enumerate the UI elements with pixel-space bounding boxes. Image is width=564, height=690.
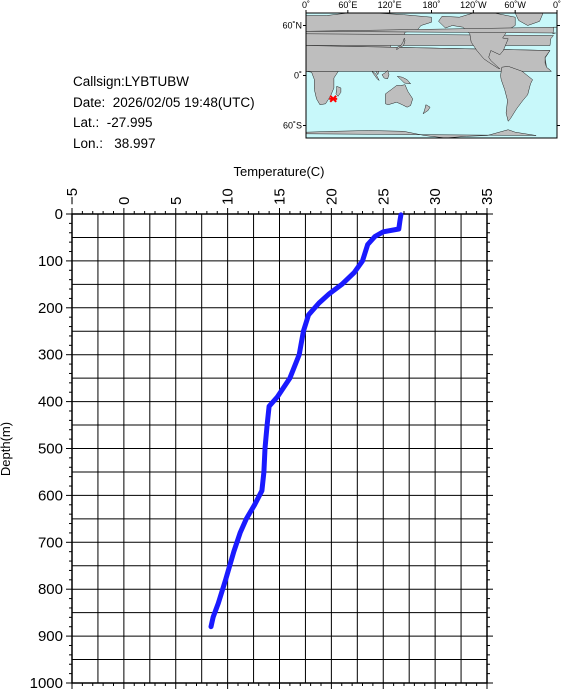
lat-text: Lat.: -27.995 [73, 115, 153, 130]
x-axis-label: Temperature(C) [233, 164, 324, 179]
landmass-australia [385, 84, 413, 108]
station-marker [329, 95, 338, 103]
y-tick-label: 100 [38, 253, 63, 270]
map-lon-label: 120˚E [378, 0, 402, 10]
map-lon-label: 0˚ [302, 0, 310, 10]
map-lon-label: 60˚E [338, 0, 357, 10]
y-tick-label: 800 [38, 581, 63, 598]
chart-series [208, 212, 404, 630]
map-lon-label: 0˚ [553, 0, 561, 10]
y-tick-label: 500 [38, 441, 63, 458]
landmass-uk [305, 26, 557, 35]
x-tick-label: 5 [168, 197, 185, 205]
x-tick-label: 20 [323, 188, 340, 205]
landmass-madagascar [335, 85, 342, 97]
map-lon-label: 120˚W [460, 0, 487, 10]
map-lon-label: 60˚W [504, 0, 526, 10]
x-tick-label: 30 [427, 188, 444, 205]
y-axis-label: Depth(m) [0, 422, 13, 476]
x-tick-label: 0 [116, 197, 133, 205]
y-tick-label: 200 [38, 300, 63, 317]
y-tick-label: 900 [38, 628, 63, 645]
y-tick-label: 0 [55, 206, 63, 223]
landmass-japan [396, 37, 406, 51]
landmass-new-zealand [422, 104, 431, 115]
world-map: 0˚ 60˚E 120˚E 180˚ 120˚W 60˚W 0˚ 60˚N 0˚ 60˚S [282, 0, 561, 139]
y-tick-label: 1000 [30, 675, 63, 690]
y-tick-label: 700 [38, 534, 63, 551]
y-tick-label: 600 [38, 487, 63, 504]
y-tick-label: 400 [38, 394, 63, 411]
temperature-profile-line [208, 212, 404, 630]
landmass-new-guinea [396, 75, 412, 85]
x-tick-label: 10 [220, 188, 237, 205]
chart-tick-labels: −5 0 5 10 15 20 25 30 35010020030040050060070080… [30, 188, 496, 690]
map-lat-label: 0˚ [294, 71, 302, 81]
chart-ticks [66, 208, 493, 689]
chart-grid [71, 213, 488, 684]
x-tick-label: 15 [272, 188, 289, 205]
lon-text: Lon.: 38.997 [73, 135, 156, 151]
map-lat-label: 60˚S [283, 121, 302, 131]
landmass-sumatra [371, 70, 380, 81]
x-tick-label: 35 [479, 188, 496, 205]
landmass-north-america [438, 12, 516, 70]
callsign-text: Callsign:LYBTUBW [73, 74, 190, 89]
map-lon-label: 180˚ [422, 0, 440, 10]
map-lat-label: 60˚N [282, 21, 302, 31]
landmass-antarctica [305, 129, 537, 139]
x-tick-label: −5 [64, 188, 81, 205]
date-text: Date: 2026/02/05 19:48(UTC) [73, 94, 255, 110]
y-tick-label: 300 [38, 347, 63, 364]
x-tick-label: 25 [375, 188, 392, 205]
station-info: Callsign:LYBTUBW Date: 2026/02/05 19:48(… [73, 72, 255, 154]
landmass-borneo [381, 70, 390, 80]
landmass-south-america [500, 66, 533, 122]
